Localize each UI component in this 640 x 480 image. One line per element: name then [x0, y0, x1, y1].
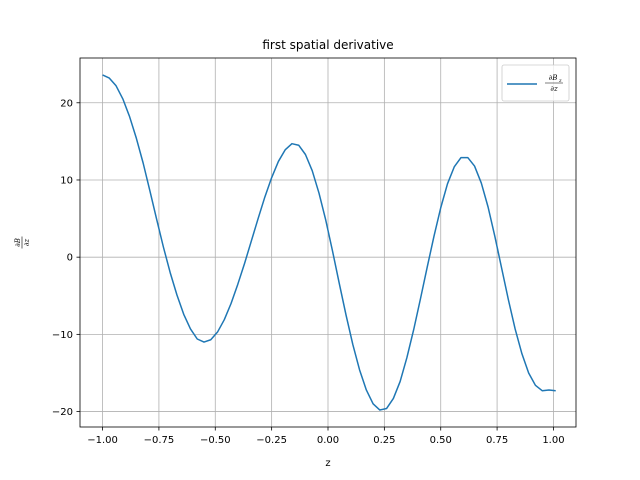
y-axis-label-numerator: ∂B — [14, 238, 22, 247]
x-tick-label: 0.50 — [430, 435, 452, 446]
y-tick-label: 0 — [67, 253, 73, 264]
y-tick-label: 10 — [60, 175, 73, 186]
x-tick-label: −1.00 — [87, 435, 118, 446]
x-tick-label: 0.00 — [317, 435, 339, 446]
x-tick-label: −0.75 — [144, 435, 175, 446]
tick-marks — [76, 102, 554, 431]
y-tick-label: −10 — [52, 330, 73, 341]
x-tick-label: −0.25 — [256, 435, 287, 446]
tick-labels: −1.00 −0.75 −0.50 −0.25 0.00 0.25 0.50 0.75 1.00… — [52, 98, 565, 446]
legend-label-subscript: z — [558, 78, 562, 84]
x-tick-label: 1.00 — [542, 435, 564, 446]
x-tick-label: 0.75 — [486, 435, 508, 446]
series-layer — [102, 74, 556, 411]
legend-label-denominator: ∂z — [550, 85, 558, 93]
series-line — [102, 74, 556, 411]
y-tick-label: 20 — [60, 98, 73, 109]
x-tick-label: 0.25 — [373, 435, 395, 446]
y-axis-label: ∂B ∂z — [14, 236, 31, 249]
y-tick-label: −20 — [52, 407, 73, 418]
chart-title: first spatial derivative — [262, 38, 393, 52]
x-axis-label: z — [325, 458, 330, 469]
grid-lines — [80, 58, 576, 427]
x-tick-label: −0.50 — [200, 435, 231, 446]
legend-box — [501, 64, 570, 102]
legend-label-numerator: ∂B — [549, 74, 558, 82]
legend: ∂B z ∂z — [501, 64, 570, 102]
y-axis-label-denominator: ∂z — [23, 239, 31, 247]
